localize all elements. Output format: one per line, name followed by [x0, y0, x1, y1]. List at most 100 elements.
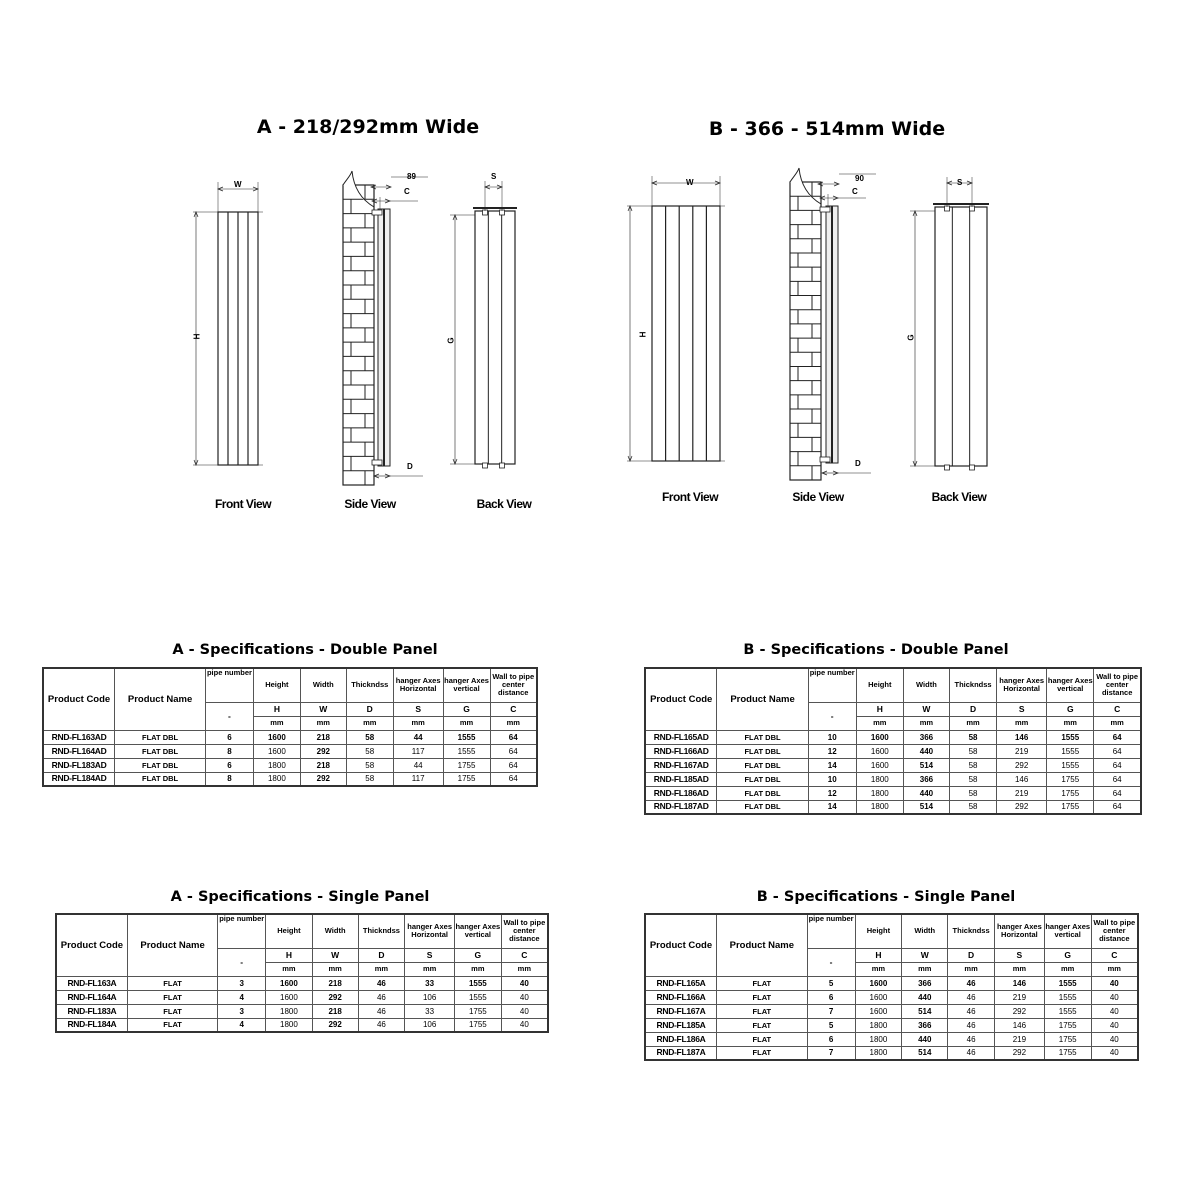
hanger-point — [499, 462, 505, 469]
column-header: Thickndss — [947, 913, 995, 949]
column-header: hanger Axes Horizontal — [392, 667, 444, 703]
pipe-number: 5 — [806, 975, 856, 991]
thickness: 58 — [948, 799, 998, 815]
wall-distance: 64 — [1093, 729, 1142, 745]
hanger-vertical: 1755 — [1046, 785, 1095, 801]
column-symbol: H — [855, 701, 904, 717]
wall-distance: 64 — [1093, 799, 1142, 815]
width: 514 — [902, 757, 951, 773]
a-dim-s: S — [491, 172, 497, 181]
hanger-horizontal: 219 — [996, 785, 1048, 801]
hanger-horizontal: 219 — [996, 743, 1048, 759]
hanger-vertical: 1755 — [1043, 1031, 1092, 1047]
product-code: RND-FL187A — [644, 1045, 717, 1061]
product-code: RND-FL186A — [644, 1031, 717, 1047]
hanger-vertical: 1755 — [442, 771, 491, 787]
pipe-number: 6 — [806, 989, 856, 1005]
column-symbol: - — [205, 701, 254, 731]
a-dim-h: H — [192, 333, 202, 340]
hanger-vertical: 1755 — [453, 1003, 502, 1019]
wall-break-icon — [789, 167, 822, 205]
product-code: RND-FL164AD — [42, 743, 116, 759]
column-header: hanger Axes vertical — [1043, 913, 1092, 949]
product-code: RND-FL183AD — [42, 757, 116, 773]
column-header: Height — [855, 667, 904, 703]
column-header: Wall to pipe center distance — [489, 667, 538, 703]
wall-distance: 64 — [1093, 743, 1142, 759]
hanger-vertical: 1755 — [1046, 771, 1095, 787]
thickness: 46 — [947, 1003, 995, 1019]
arrow-icon — [373, 473, 380, 479]
thickness: 58 — [948, 771, 998, 787]
arrow-icon — [370, 184, 377, 190]
height: 1800 — [855, 785, 904, 801]
hanger-horizontal: 146 — [994, 975, 1045, 991]
height: 1800 — [854, 1017, 903, 1033]
pipe-number: 8 — [205, 743, 254, 759]
hanger-vertical: 1555 — [1043, 1003, 1092, 1019]
column-header: Thickndss — [948, 667, 998, 703]
column-unit: mm — [299, 715, 347, 731]
b-dim-h: H — [638, 331, 648, 338]
width: 218 — [311, 975, 359, 991]
arrow-icon — [946, 180, 953, 186]
pipe-number: 7 — [806, 1045, 856, 1061]
table-row: RND-FL185AD FLAT DBL 10 1800 366 58 146 1755 64 — [644, 771, 1142, 787]
arrow-icon — [193, 459, 199, 466]
section-a-title: A - 218/292mm Wide — [256, 116, 480, 138]
pipe-number: 10 — [807, 729, 857, 745]
product-name: FLAT — [126, 975, 219, 991]
hanger-horizontal: 292 — [994, 1003, 1045, 1019]
table-row: RND-FL165AD FLAT DBL 10 1600 366 58 146 1555 64 — [644, 729, 1142, 745]
thickness: 46 — [947, 975, 995, 991]
wall-distance: 64 — [1093, 757, 1142, 773]
column-symbol: C — [489, 701, 538, 717]
column-header: Width — [299, 667, 347, 703]
height: 1800 — [855, 771, 904, 787]
column-header: Height — [265, 913, 313, 949]
b-dim-w: W — [686, 178, 694, 187]
height: 1800 — [252, 757, 301, 773]
arrow-icon — [651, 180, 658, 186]
table-row: RND-FL186A FLAT 6 1800 440 46 219 1755 40 — [644, 1031, 1139, 1047]
thickness: 46 — [357, 1003, 406, 1019]
thickness: 58 — [948, 785, 998, 801]
column-unit: mm — [1046, 715, 1095, 731]
height: 1600 — [252, 729, 301, 745]
column-unit: mm — [345, 715, 394, 731]
a-dim-w: W — [234, 180, 242, 189]
hanger-vertical: 1755 — [453, 1017, 502, 1033]
column-header: pipe number — [217, 913, 267, 949]
pipe-number: 6 — [806, 1031, 856, 1047]
hanger-horizontal: 219 — [994, 1031, 1045, 1047]
hanger-vertical: 1555 — [1046, 757, 1095, 773]
column-unit: mm — [1043, 961, 1092, 977]
thickness: 58 — [345, 743, 394, 759]
wall-bracket — [819, 456, 831, 463]
column-symbol: H — [854, 947, 903, 963]
arrow-icon — [912, 460, 918, 467]
column-unit: mm — [994, 961, 1045, 977]
hanger-vertical: 1555 — [1046, 743, 1095, 759]
pipe-number: 3 — [217, 1003, 267, 1019]
thickness: 46 — [947, 1045, 995, 1061]
wall-distance: 64 — [489, 771, 538, 787]
column-header: Width — [311, 913, 359, 949]
product-name: FLAT DBL — [114, 757, 207, 773]
arrow-icon — [819, 195, 826, 201]
product-code: RND-FL164A — [55, 989, 128, 1005]
b-single-title: B - Specifications - Single Panel — [756, 889, 1016, 905]
column-header: Product Code — [644, 913, 717, 977]
column-header: Product Name — [715, 913, 808, 977]
wall-distance: 40 — [500, 1017, 549, 1033]
hanger-vertical: 1555 — [1046, 729, 1095, 745]
arrow-icon — [452, 458, 458, 465]
product-code: RND-FL166AD — [644, 743, 718, 759]
column-symbol: C — [500, 947, 549, 963]
width: 366 — [901, 1017, 949, 1033]
wall-bracket — [819, 206, 831, 213]
column-header: hanger Axes Horizontal — [994, 913, 1045, 949]
column-symbol: D — [345, 701, 394, 717]
b-front-view-label: Front View — [661, 490, 719, 504]
arrow-icon — [714, 180, 721, 186]
